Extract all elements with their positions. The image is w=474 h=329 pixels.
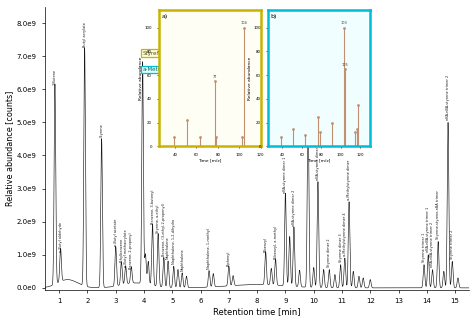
Text: nBA-nBA-styrene trimer 1: nBA-nBA-styrene trimer 1 [426, 207, 430, 252]
Text: Naphthalene, 1-methyl: Naphthalene, 1-methyl [207, 228, 211, 269]
Y-axis label: Relative abundance [counts]: Relative abundance [counts] [5, 90, 14, 206]
Text: Styrene trimer 2: Styrene trimer 2 [450, 230, 454, 259]
Text: Benzene, 2-propenyl: Benzene, 2-propenyl [129, 233, 133, 269]
Text: Styrene, a-ethyl: Styrene, a-ethyl [156, 204, 160, 233]
X-axis label: Retention time [min]: Retention time [min] [213, 307, 301, 316]
Y-axis label: Relative abundance: Relative abundance [139, 57, 143, 100]
X-axis label: Time [m/z]: Time [m/z] [307, 159, 330, 163]
Text: a-Methylstyrene: a-Methylstyrene [143, 67, 187, 72]
Text: 77: 77 [212, 75, 217, 79]
Text: Bibenzyl: Bibenzyl [264, 238, 268, 252]
Text: Styrene trimer 1: Styrene trimer 1 [422, 233, 426, 263]
Text: a-Methylstyrene dimer 4: a-Methylstyrene dimer 4 [343, 212, 347, 256]
Text: a): a) [162, 14, 168, 19]
Text: b): b) [271, 14, 277, 19]
Text: nBA-styrene dimer 1: nBA-styrene dimer 1 [283, 157, 287, 193]
Text: Styrene: Styrene [143, 51, 164, 56]
Text: nBA-nBA-styrene trimer 2: nBA-nBA-styrene trimer 2 [446, 75, 450, 120]
Text: Benzene, (3-ethyl-2-propenyl): Benzene, (3-ethyl-2-propenyl) [162, 203, 166, 256]
Y-axis label: Relative abundance: Relative abundance [248, 57, 252, 100]
Text: Styrene dimer 1: Styrene dimer 1 [306, 77, 310, 105]
Text: Styrene dimer 3: Styrene dimer 3 [338, 234, 343, 263]
Text: Naphthalene: Naphthalene [166, 237, 170, 259]
Text: 2-Butene: 2-Butene [53, 69, 57, 85]
Text: 103: 103 [340, 21, 347, 25]
Text: Naphthalene: Naphthalene [180, 248, 184, 271]
Text: nBA-styrene dimer 2: nBA-styrene dimer 2 [292, 190, 296, 226]
Text: nBA-styrene dimer 3: nBA-styrene dimer 3 [316, 143, 320, 180]
Text: Styrene-styrene-nBA trimer: Styrene-styrene-nBA trimer [436, 190, 440, 239]
Text: n-Butyl aldehyde: n-Butyl aldehyde [59, 222, 63, 252]
Text: Biphenyl: Biphenyl [227, 250, 231, 266]
Text: a-Methylstyrene dimer: a-Methylstyrene dimer [347, 159, 351, 199]
Text: Ethylbenzene: Ethylbenzene [119, 238, 123, 263]
Text: 104: 104 [240, 21, 247, 25]
Text: Styrene dimer 2: Styrene dimer 2 [327, 239, 331, 267]
Text: nBA-nBA-styrene trimer 2: nBA-nBA-styrene trimer 2 [430, 222, 435, 267]
Text: n-Butyl methacrylate: n-Butyl methacrylate [124, 230, 128, 267]
X-axis label: Time [m/z]: Time [m/z] [198, 159, 221, 163]
Text: Styrene: Styrene [100, 123, 104, 137]
Text: Benzene, 3-butenyl: Benzene, 3-butenyl [151, 190, 155, 224]
Text: n-Butyl acetate: n-Butyl acetate [114, 218, 118, 246]
Text: 105: 105 [342, 63, 349, 67]
Text: Bibenzyl, a-methyl: Bibenzyl, a-methyl [273, 226, 278, 259]
Text: Butyl acrylate: Butyl acrylate [82, 22, 87, 47]
Text: Naphthalene, 1,2-dihydro: Naphthalene, 1,2-dihydro [172, 219, 176, 264]
